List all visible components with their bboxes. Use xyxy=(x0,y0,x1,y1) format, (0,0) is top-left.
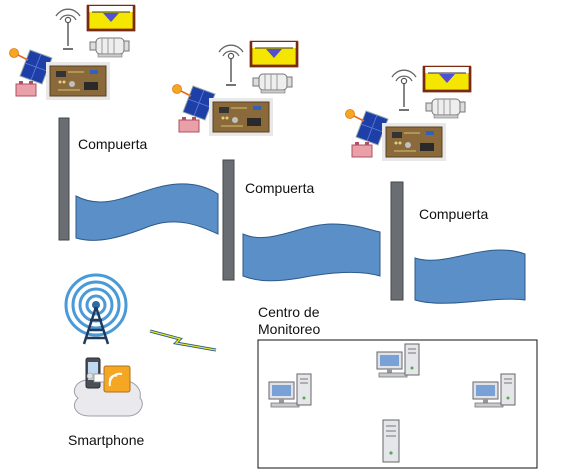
radio-tower-icon xyxy=(64,273,128,345)
server-icon xyxy=(382,419,400,463)
node-2-icons xyxy=(171,40,299,138)
wireless-link-icon xyxy=(149,329,217,352)
gate-pillar-1 xyxy=(58,117,70,241)
gate-pillar-3 xyxy=(390,181,404,301)
canal-segment-3 xyxy=(414,249,526,304)
monitoring-center-label: Centro de Monitoreo xyxy=(258,304,320,338)
node-1-icons xyxy=(8,4,136,102)
canal-segment-1 xyxy=(75,183,219,241)
canal-segment-2 xyxy=(242,223,381,282)
smartphone-icon xyxy=(73,357,143,417)
gate-2-label: Compuerta xyxy=(245,180,315,196)
node-3-icons xyxy=(344,65,472,163)
monitoring-label-line-2: Monitoreo xyxy=(258,321,321,337)
smartphone-label: Smartphone xyxy=(68,432,145,448)
gate-1-label: Compuerta xyxy=(78,136,148,152)
gate-pillar-2 xyxy=(222,159,235,281)
monitoring-label-line-1: Centro de xyxy=(258,304,320,320)
gate-3-label: Compuerta xyxy=(419,206,489,222)
